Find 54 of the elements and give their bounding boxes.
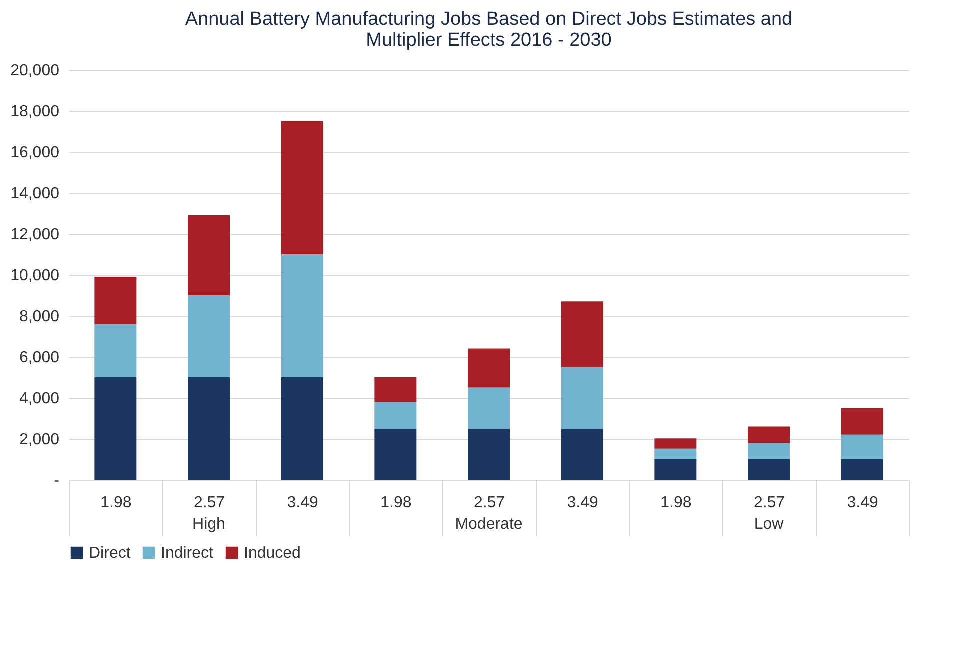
- bar: [374, 378, 417, 402]
- x-tick-label: 3.49: [567, 494, 599, 512]
- chart-title: Annual Battery Manufacturing Jobs Based on Direct Jobs Estimates and Multiplier Effects 2016 - 2030: [185, 9, 793, 51]
- x-tick-label: 1.98: [660, 494, 692, 512]
- text: High: [192, 516, 226, 533]
- bar: [374, 428, 417, 480]
- text: Moderate: [455, 516, 523, 533]
- x-tick-label: 1.98: [380, 494, 412, 512]
- bar: [281, 378, 324, 480]
- bar: [841, 408, 884, 435]
- y-tick-label: 10,000: [10, 268, 60, 284]
- bar: [654, 460, 697, 480]
- bar: [841, 460, 884, 480]
- bar: [748, 460, 790, 480]
- y-tick-label: 16,000: [10, 144, 60, 162]
- bar: [468, 428, 510, 480]
- x-tick-label: 3.49: [847, 494, 879, 512]
- bar: [281, 121, 324, 254]
- bar: [374, 402, 417, 429]
- x-tick-label: 2.57: [474, 494, 506, 512]
- x-tick-label: 3.49: [287, 494, 319, 512]
- y-tick-label: 6,000: [19, 350, 60, 366]
- bar: [654, 448, 697, 460]
- bar: [748, 443, 790, 460]
- legend-label: Direct: [89, 545, 132, 562]
- bar: [281, 254, 324, 378]
- x-tick-label: 2.57: [194, 494, 226, 512]
- legend-label: Induced: [244, 545, 301, 562]
- y-tick-label: 14,000: [10, 186, 60, 202]
- x-tick-label: 2.57: [754, 494, 786, 512]
- bar: [561, 428, 604, 480]
- bar: [188, 378, 230, 480]
- y-tick-label: 4,000: [19, 390, 60, 408]
- bar: [94, 324, 137, 378]
- bar: [841, 434, 884, 460]
- bar: [94, 277, 137, 324]
- y-tick-label: 12,000: [10, 226, 60, 244]
- text: Low: [754, 516, 784, 533]
- y-tick-label: 20,000: [10, 62, 60, 80]
- y-tick-label: 18,000: [10, 104, 60, 120]
- bar: [188, 296, 230, 378]
- bar: [468, 388, 510, 429]
- bar: [748, 426, 790, 444]
- x-tick-label: 1.98: [100, 494, 132, 512]
- bar: [561, 367, 604, 429]
- legend-label: Indirect: [161, 545, 214, 562]
- bar: [188, 216, 230, 296]
- bar: [561, 302, 604, 368]
- bar: [94, 378, 137, 480]
- bar: [654, 438, 697, 449]
- y-tick-label: -: [54, 472, 60, 490]
- bar: [468, 348, 510, 388]
- y-tick-label: 8,000: [19, 308, 60, 326]
- y-tick-label: 2,000: [19, 432, 60, 448]
